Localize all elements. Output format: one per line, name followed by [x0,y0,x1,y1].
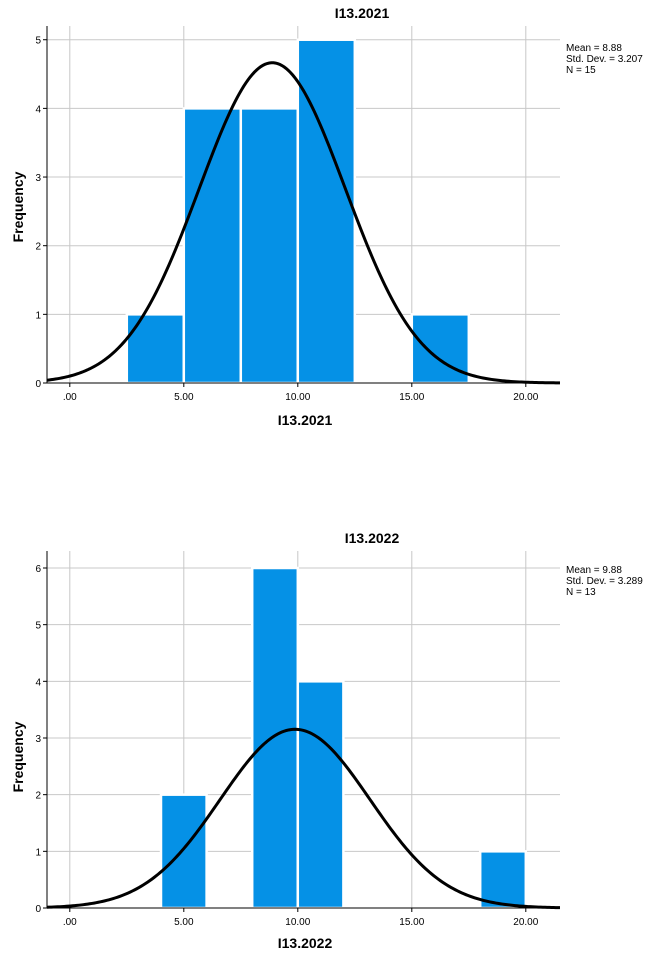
histogram-bar [296,680,345,910]
stat-n: N = 13 [566,587,596,598]
stat-n: N = 15 [566,65,596,76]
x-tick-label: 20.00 [513,392,538,403]
x-tick-label: 20.00 [513,917,538,928]
bars [125,38,471,385]
histogram-2021: I13.2021 .00 5.00 10.00 15.00 20.00 0 1 2 3 4 5 Me… [10,5,643,428]
y-tick-label: 6 [35,564,41,575]
histogram-bar [296,38,357,385]
normal-curve [46,727,561,910]
y-tick-label: 1 [35,310,41,321]
x-tick-label: 10.00 [285,392,310,403]
stat-std-dev: Std. Dev. = 3.289 [566,576,643,587]
y-axis-title: Frequency [10,721,26,792]
axes [46,26,560,384]
x-tick-label: 5.00 [174,392,194,403]
histogram-bar [125,313,186,385]
y-tick-label: 2 [35,791,41,802]
y-tick-label: 3 [35,173,41,184]
histogram-bar [239,107,300,385]
tick-labels: .00 5.00 10.00 15.00 20.00 0 1 2 3 4 5 [35,36,538,403]
histogram-bar [478,850,528,910]
chart-title: I13.2022 [345,530,400,546]
x-tick-label: .00 [63,917,77,928]
x-axis-title: I13.2021 [278,412,333,428]
y-tick-label: 1 [35,847,41,858]
y-tick-label: 4 [35,677,41,688]
x-tick-label: 10.00 [285,917,310,928]
chart-title: I13.2021 [335,5,390,21]
y-tick-label: 2 [35,242,41,253]
histogram-bar [250,566,300,910]
histogram-2022: I13.2022 .00 5.00 10.00 15.00 20.00 0 1 2 3 4 5 6 M… [10,530,643,951]
x-axis-title: I13.2022 [278,935,333,951]
stat-mean: Mean = 9.88 [566,565,622,576]
x-tick-label: 15.00 [399,392,424,403]
y-tick-label: 5 [35,36,41,47]
x-tick-label: 15.00 [399,917,424,928]
tick-labels: .00 5.00 10.00 15.00 20.00 0 1 2 3 4 5 6 [35,564,538,928]
y-tick-label: 0 [35,904,41,915]
histogram-bar [159,793,208,910]
x-tick-label: 5.00 [174,917,194,928]
y-tick-label: 3 [35,734,41,745]
y-tick-label: 0 [35,379,41,390]
stat-mean: Mean = 8.88 [566,43,622,54]
stat-std-dev: Std. Dev. = 3.207 [566,54,643,65]
y-tick-label: 4 [35,104,41,115]
axes [46,551,560,909]
x-tick-label: .00 [63,392,77,403]
y-axis-title: Frequency [10,171,26,242]
normal-curve [46,61,561,385]
histogram-bar [182,107,243,385]
y-tick-label: 5 [35,621,41,632]
